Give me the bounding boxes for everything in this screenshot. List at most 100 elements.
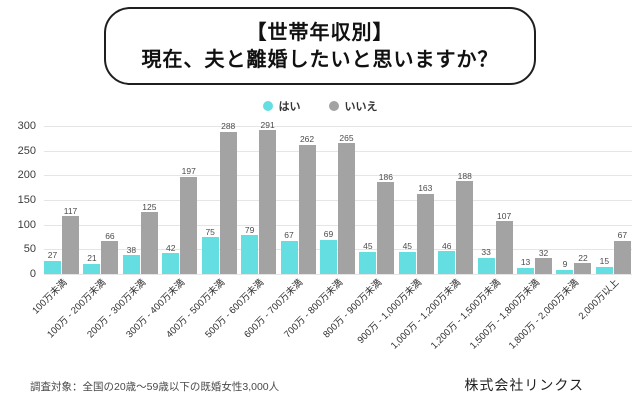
bar-no: 186 <box>377 173 395 274</box>
chart-legend: はい いいえ <box>0 98 640 114</box>
bar-group: 9 22 1,800万 - 2,000万未満 <box>507 126 592 352</box>
bar-group: 46 188 1,000万 - 1,200万未満 <box>389 126 474 352</box>
bar-value-label: 33 <box>481 247 491 258</box>
bar-yes: 45 <box>359 242 377 274</box>
company-name: 株式会社リンクス <box>464 377 584 393</box>
y-axis-tick-200: 200 <box>17 169 36 182</box>
bar-group: 15 67 2,000万以上 <box>576 126 632 322</box>
bar-group: 45 186 800万 - 900万未満 <box>321 126 395 340</box>
page-title-line1: 【世帯年収別】 <box>246 21 394 44</box>
y-axis-tick-150: 150 <box>17 194 36 206</box>
bar-value-label: 42 <box>166 242 176 253</box>
bar-no: 107 <box>495 212 513 274</box>
bar-no: 197 <box>180 167 198 274</box>
y-axis-tick-50: 50 <box>23 243 36 256</box>
bar-yes: 69 <box>319 230 337 274</box>
bar-yes: 33 <box>477 248 495 274</box>
bar-value-label: 9 <box>562 259 568 270</box>
bar-value-label: 27 <box>47 250 58 261</box>
bar-yes: 38 <box>122 246 140 274</box>
bar-value-label: 125 <box>142 201 157 212</box>
bar-no: 117 <box>62 207 79 274</box>
legend-label-yes: はい <box>278 101 301 113</box>
bar-no: 291 <box>259 121 277 274</box>
page-title-line2: 現在、夫と離婚したいと思いますか？ <box>141 48 499 71</box>
bar-yes: 46 <box>438 242 456 274</box>
bar-no: 188 <box>456 172 474 274</box>
bar-no: 66 <box>101 232 119 274</box>
bar-value-label: 46 <box>441 240 452 251</box>
bar-yes: 27 <box>44 251 61 274</box>
bar-value-label: 75 <box>205 226 215 237</box>
bar-no: 288 <box>219 122 237 274</box>
bar-no: 22 <box>574 254 592 274</box>
bar-value-label: 15 <box>599 256 610 267</box>
x-axis-label: 1,000万 - 1,200万未満 <box>389 277 464 352</box>
bar-value-label: 67 <box>617 230 628 241</box>
bar-group: 67 262 600万 - 700万未満 <box>243 126 317 340</box>
bar-no: 265 <box>337 134 355 274</box>
bar-value-label: 21 <box>87 253 97 264</box>
bar-yes: 75 <box>201 227 219 274</box>
legend-swatch-no-icon <box>328 101 339 111</box>
gridline-0 <box>44 274 632 275</box>
bar-value-label: 69 <box>323 229 334 240</box>
bar-value-label: 117 <box>63 205 78 216</box>
y-axis-tick-100: 100 <box>17 218 36 231</box>
bar-group: 75 288 400万 - 500万未満 <box>164 122 238 340</box>
x-axis-label: 100万未満 <box>29 277 70 317</box>
bar-value-label: 67 <box>284 230 294 241</box>
bar-value-label: 45 <box>363 241 373 252</box>
bar-yes: 42 <box>162 244 180 274</box>
bar-value-label: 262 <box>299 134 315 145</box>
bar-group: 79 291 500万 - 600万未満 <box>203 121 277 340</box>
bar-value-label: 188 <box>457 170 472 181</box>
title-box: 【世帯年収別】 現在、夫と離婚したいと思いますか？ <box>104 7 536 85</box>
gridline-300 <box>44 126 632 127</box>
bar-value-label: 265 <box>339 132 354 143</box>
bar-value-label: 66 <box>105 230 115 241</box>
plot-area: 27 117 100万未満 21 66 100万 - 200万未満 38 125 200万 - … <box>30 121 632 352</box>
bar-yes: 45 <box>398 242 416 274</box>
bar-group: 27 117 100万未満 <box>30 126 80 316</box>
bar-value-label: 107 <box>497 210 512 221</box>
bar-yes: 9 <box>556 260 574 274</box>
bar-yes: 21 <box>83 254 101 274</box>
bar-value-label: 45 <box>402 241 413 252</box>
bar-value-label: 186 <box>378 171 393 182</box>
bar-yes: 13 <box>517 258 535 274</box>
bar-value-label: 38 <box>126 244 137 255</box>
x-axis-label: 1,200万 - 1,500万未満 <box>428 277 503 352</box>
bar-no: 67 <box>613 231 631 274</box>
bar-yes: 79 <box>241 226 259 274</box>
bar-group: 21 66 100万 - 200万未満 <box>45 126 119 340</box>
bar-value-label: 197 <box>181 166 196 177</box>
bar-yes: 67 <box>280 231 298 274</box>
bar-group: 38 125 200万 - 300万未満 <box>85 126 159 340</box>
bar-no: 32 <box>535 249 553 274</box>
legend-item-no: いいえ <box>328 98 378 114</box>
bar-group: 45 163 900万 - 1,000万未満 <box>355 126 435 346</box>
bar-yes: 15 <box>595 257 613 274</box>
survey-note: 調査対象：全国の20歳〜59歳以下の既婚女性3,000人 <box>30 381 280 393</box>
bar-value-label: 13 <box>520 257 531 268</box>
y-axis-tick-300: 300 <box>17 120 36 132</box>
y-axis-tick-0: 0 <box>29 268 36 280</box>
x-axis-label: 1,500万 - 1,800万未満 <box>467 277 543 352</box>
x-axis-label: 1,800万 - 2,000万未満 <box>507 277 582 352</box>
bar-group: 42 197 300万 - 400万未満 <box>124 126 198 340</box>
bar-value-label: 163 <box>418 183 433 194</box>
x-axis-label: 2,000万以上 <box>576 277 621 323</box>
bar-value-label: 32 <box>538 247 549 258</box>
bar-value-label: 288 <box>221 121 236 132</box>
bar-group: 69 265 700万 - 800万未満 <box>282 126 356 340</box>
legend-label-no: いいえ <box>344 101 378 113</box>
bar-no: 163 <box>416 184 434 274</box>
legend-swatch-yes-icon <box>262 101 273 111</box>
bar-value-label: 22 <box>578 252 588 263</box>
bar-value-label: 79 <box>244 224 255 235</box>
bar-no: 125 <box>140 203 158 274</box>
y-axis-tick-250: 250 <box>17 144 36 157</box>
bar-group: 33 107 1,200万 - 1,500万未満 <box>428 126 514 352</box>
